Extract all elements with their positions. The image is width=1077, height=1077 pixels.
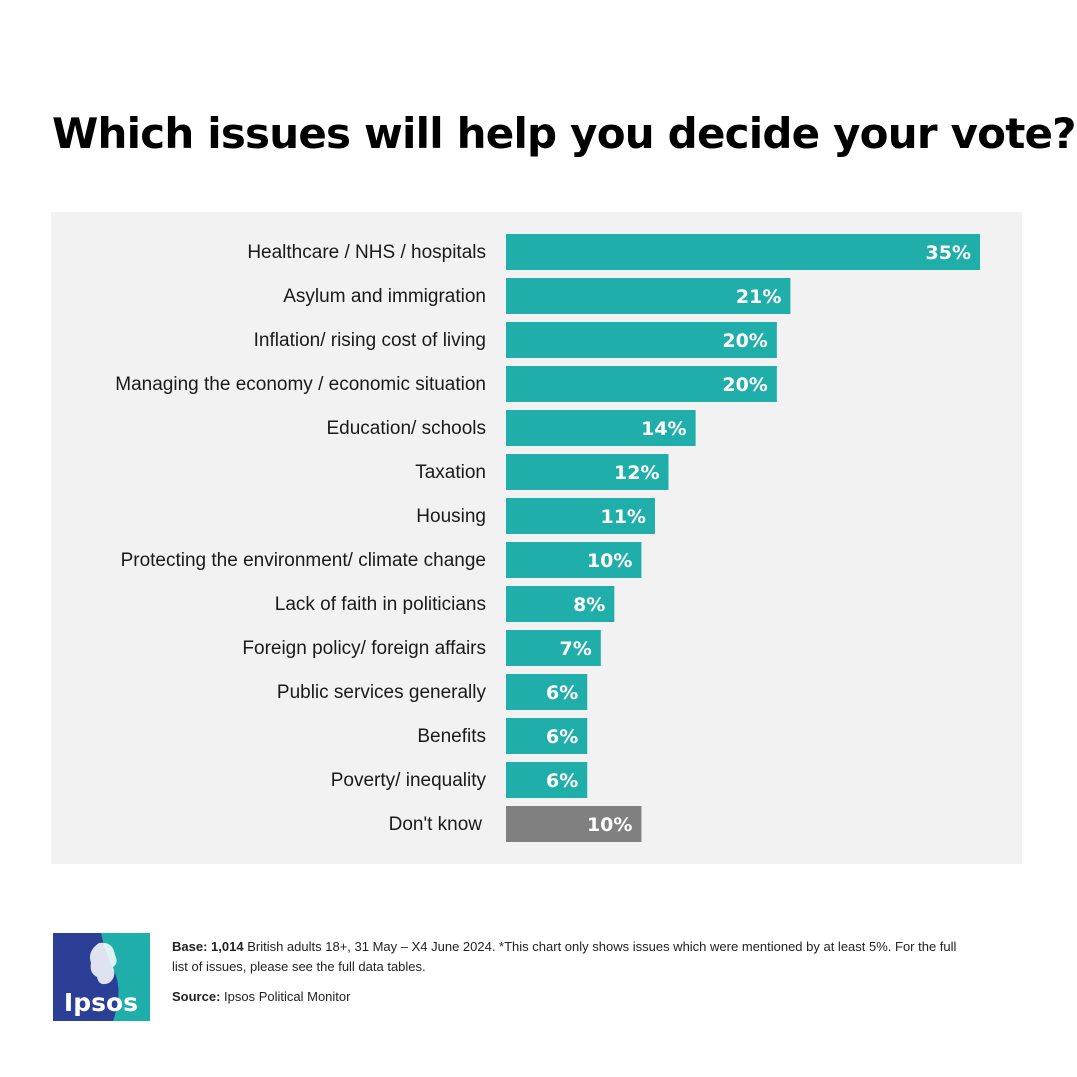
category-label-4: Education/ schools	[327, 418, 487, 439]
category-label-6: Housing	[416, 506, 486, 527]
footer: Ipsos Base: 1,014 British adults 18+, 31…	[53, 933, 1023, 1023]
base-text: British adults 18+, 31 May – X4 June 202…	[243, 939, 957, 954]
source-note: Source: Ipsos Political Monitor	[172, 987, 1022, 1007]
value-label-12: 6%	[546, 770, 578, 792]
bar-12	[506, 762, 588, 798]
category-label-9: Foreign policy/ foreign affairs	[242, 638, 486, 659]
bar-6	[506, 498, 655, 534]
category-label-1: Asylum and immigration	[283, 286, 486, 307]
value-label-13: 10%	[587, 814, 632, 836]
source-label: Source:	[172, 989, 221, 1004]
category-label-5: Taxation	[415, 462, 486, 483]
bar-11	[506, 718, 588, 754]
value-label-9: 7%	[560, 638, 592, 660]
bar-2	[506, 322, 777, 358]
value-label-4: 14%	[641, 418, 686, 440]
bar-10	[506, 674, 588, 710]
value-label-3: 20%	[722, 374, 767, 396]
value-label-6: 11%	[600, 506, 645, 528]
chart-title: Which issues will help you decide your v…	[52, 109, 1077, 158]
value-label-5: 12%	[614, 462, 659, 484]
value-label-10: 6%	[546, 682, 578, 704]
source-text: Ipsos Political Monitor	[220, 989, 351, 1004]
base-label: Base:	[172, 939, 208, 954]
bar-9	[506, 630, 601, 666]
bar-8	[506, 586, 615, 622]
bar-13	[506, 806, 642, 842]
category-label-7: Protecting the environment/ climate chan…	[121, 550, 486, 571]
value-label-7: 10%	[587, 550, 632, 572]
category-label-8: Lack of faith in politicians	[275, 594, 486, 615]
value-label-11: 6%	[546, 726, 578, 748]
footnote: Base: 1,014 British adults 18+, 31 May –…	[172, 937, 1022, 1007]
bar-3	[506, 366, 777, 402]
value-label-8: 8%	[573, 594, 605, 616]
bar-1	[506, 278, 791, 314]
category-label-0: Healthcare / NHS / hospitals	[247, 242, 486, 263]
category-label-3: Managing the economy / economic situatio…	[115, 374, 486, 395]
base-count: 1,014	[211, 939, 244, 954]
ipsos-logo: Ipsos	[53, 933, 150, 1021]
bar-7	[506, 542, 642, 578]
category-label-10: Public services generally	[277, 682, 487, 703]
bar-4	[506, 410, 696, 446]
value-label-1: 21%	[736, 286, 781, 308]
category-label-2: Inflation/ rising cost of living	[254, 330, 486, 351]
chart-panel: Healthcare / NHS / hospitals 35% Asylum an…	[51, 212, 1022, 864]
bar-0	[506, 234, 980, 270]
category-label-12: Poverty/ inequality	[331, 770, 487, 791]
category-label-11: Benefits	[417, 726, 486, 747]
base-note-2: list of issues, please see the full data…	[172, 959, 426, 974]
value-label-0: 35%	[926, 242, 971, 264]
base-note: Base: 1,014 British adults 18+, 31 May –…	[172, 937, 1022, 957]
value-label-2: 20%	[722, 330, 767, 352]
category-label-13: Don't know	[389, 814, 483, 835]
bar-5	[506, 454, 669, 490]
logo-text: Ipsos	[64, 988, 138, 1017]
bar-chart: Healthcare / NHS / hospitals 35% Asylum an…	[115, 234, 980, 842]
